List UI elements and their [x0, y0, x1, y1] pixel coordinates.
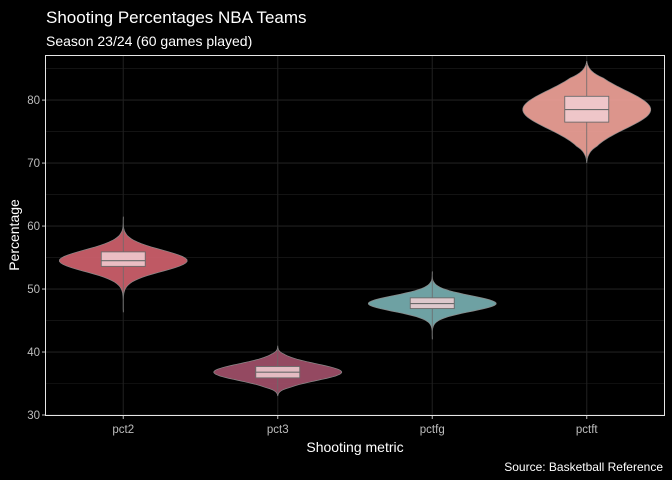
box-pct2	[100, 251, 146, 267]
x-tick-label-pct2: pct2	[112, 424, 134, 436]
panel-border	[45, 55, 665, 416]
x-axis-ticks: pct2 pct3 pctfg pctft	[112, 415, 598, 436]
y-tick-label: 70	[27, 158, 40, 170]
violin-pct3	[213, 345, 343, 397]
violin-pctfg	[367, 271, 497, 340]
y-axis-ticks: 30 40 50 60 70 80	[27, 95, 46, 422]
violin-pctft	[522, 60, 652, 164]
chart-caption: Source: Basketball Reference	[504, 460, 663, 474]
y-axis-title: Percentage	[6, 199, 22, 271]
y-tick-label: 60	[27, 221, 40, 233]
x-tick-label-pctfg: pctfg	[420, 424, 445, 436]
y-tick-label: 80	[27, 95, 40, 107]
y-tick-label: 30	[27, 410, 40, 422]
y-tick-label: 40	[27, 347, 40, 359]
y-tick-label: 50	[27, 284, 40, 296]
x-tick-label-pctft: pctft	[576, 424, 599, 436]
violin-group	[58, 60, 652, 397]
chart-title: Shooting Percentages NBA Teams	[46, 8, 307, 27]
chart-subtitle: Season 23/24 (60 games played)	[46, 33, 252, 49]
x-axis-title: Shooting metric	[306, 439, 403, 455]
x-tick-label-pct3: pct3	[267, 424, 289, 436]
violin-pct2	[58, 216, 188, 313]
